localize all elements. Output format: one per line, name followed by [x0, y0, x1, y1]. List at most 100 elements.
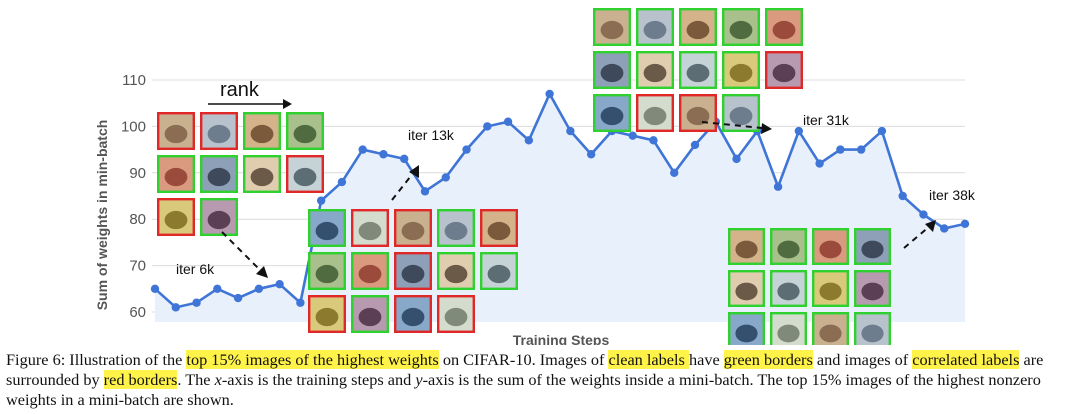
- thumbnail-image: [286, 154, 325, 193]
- caption-highlight-top-images: top 15% images of the highest weights: [186, 350, 439, 369]
- arrow-iter-6k: [221, 231, 263, 273]
- arrowhead-iter-38k: [925, 220, 936, 232]
- caption-highlight-red-borders: red borders: [103, 370, 178, 389]
- data-point: [150, 284, 160, 293]
- data-point: [940, 224, 949, 233]
- thumbnail-image: [156, 111, 195, 150]
- x-axis-title: Training Steps: [513, 332, 610, 345]
- data-point: [275, 279, 284, 289]
- y-tick-label: 100: [121, 118, 146, 135]
- y-axis-title: Sum of weights in min-batch: [94, 120, 110, 311]
- weights-figure: 60 70 80 90 100 110 Sum of weights in min-bat…: [94, 7, 976, 345]
- caption-math-x: x: [214, 370, 222, 389]
- thumbnail-image: [351, 295, 390, 334]
- arrow-iter-13k: [391, 171, 415, 201]
- data-point: [545, 89, 554, 99]
- thumbnail-image: [286, 111, 325, 150]
- data-point: [856, 145, 866, 154]
- caption-text-1: Figure 6: Illustration of the: [6, 350, 187, 369]
- data-point: [815, 159, 824, 168]
- caption-text-5: are surrounded by: [6, 350, 1044, 389]
- iter-6k-label: iter 6k: [176, 261, 215, 277]
- rank-label: rank: [220, 79, 260, 101]
- thumbnail-image: [242, 111, 281, 150]
- thumbnail-image: [722, 51, 761, 89]
- arrowhead-iter-13k: [409, 165, 419, 178]
- image-group: [156, 111, 325, 236]
- data-point: [503, 117, 513, 126]
- thumbnail-image: [636, 7, 675, 46]
- image-group: [308, 208, 519, 334]
- thumbnail-image: [199, 197, 238, 236]
- y-tick-labels: 60 70 80 90 100 110: [121, 72, 146, 321]
- series-line: [154, 91, 966, 309]
- thumbnail-image: [770, 227, 808, 265]
- y-tick-label: 110: [122, 72, 146, 89]
- y-tick-label: 90: [129, 165, 146, 182]
- thumbnail-image: [351, 208, 390, 247]
- data-point: [960, 219, 970, 229]
- data-point: [337, 177, 347, 187]
- figure-caption: Figure 6: Illustration of the top 15% im…: [6, 350, 1078, 410]
- data-point: [524, 136, 534, 145]
- thumbnail-image: [437, 251, 476, 290]
- y-tick-label: 60: [129, 304, 146, 321]
- data-point: [649, 136, 658, 145]
- arrow-iter-38k: [903, 225, 931, 249]
- thumbnail-groups: [156, 7, 892, 345]
- thumbnail-image: [199, 111, 238, 150]
- data-point: [566, 126, 575, 136]
- data-point: [586, 150, 596, 159]
- thumbnail-image: [722, 7, 761, 46]
- thumbnail-image: [636, 51, 675, 89]
- rank-arrowhead: [283, 99, 292, 109]
- thumbnail-image: [765, 7, 804, 46]
- thumbnail-image: [765, 51, 804, 89]
- data-point: [441, 173, 450, 182]
- image-group: [593, 7, 804, 132]
- thumbnail-image: [728, 312, 766, 345]
- caption-highlight-correlated-labels: correlated labels: [912, 350, 1020, 369]
- data-point: [233, 293, 243, 303]
- data-point: [690, 140, 700, 150]
- thumbnail-image: [480, 208, 519, 247]
- thumbnail-image: [308, 251, 347, 290]
- annotation-arrowheads: [256, 123, 936, 278]
- data-point: [358, 145, 367, 154]
- data-point: [732, 154, 741, 164]
- data-point: [316, 196, 326, 205]
- thumbnail-image: [812, 312, 850, 345]
- thumbnail-image: [854, 227, 892, 265]
- thumbnail-image: [394, 295, 433, 334]
- data-point: [836, 145, 845, 154]
- caption-text-4: and images of: [812, 350, 913, 369]
- thumbnail-image: [156, 154, 195, 193]
- thumbnail-image: [242, 154, 281, 193]
- thumbnail-image: [437, 208, 476, 247]
- data-points: [150, 89, 970, 312]
- thumbnail-image: [480, 251, 519, 290]
- caption-highlight-clean-labels: clean labels: [608, 350, 689, 369]
- thumbnail-image: [812, 270, 850, 308]
- thumbnail-image: [156, 197, 195, 236]
- data-point: [773, 182, 783, 191]
- thumbnail-image: [770, 270, 808, 308]
- thumbnail-image: [722, 93, 761, 132]
- data-point: [483, 122, 492, 131]
- data-point: [213, 284, 222, 293]
- data-point: [877, 126, 887, 136]
- caption-text-2: on CIFAR-10. Images of: [438, 350, 609, 369]
- thumbnail-image: [728, 270, 766, 308]
- data-point: [296, 298, 305, 307]
- caption-math-y: y: [415, 370, 423, 389]
- iter-38k-label: iter 38k: [929, 187, 976, 203]
- data-point: [400, 154, 409, 164]
- caption-highlight-green-borders: green borders: [723, 350, 813, 369]
- thumbnail-image: [394, 251, 433, 290]
- thumbnail-image: [679, 7, 718, 46]
- thumbnail-image: [593, 93, 632, 132]
- thumbnail-image: [394, 208, 433, 247]
- arrowhead-iter-31k: [761, 123, 772, 134]
- data-point: [420, 187, 430, 196]
- y-tick-label: 70: [129, 258, 146, 275]
